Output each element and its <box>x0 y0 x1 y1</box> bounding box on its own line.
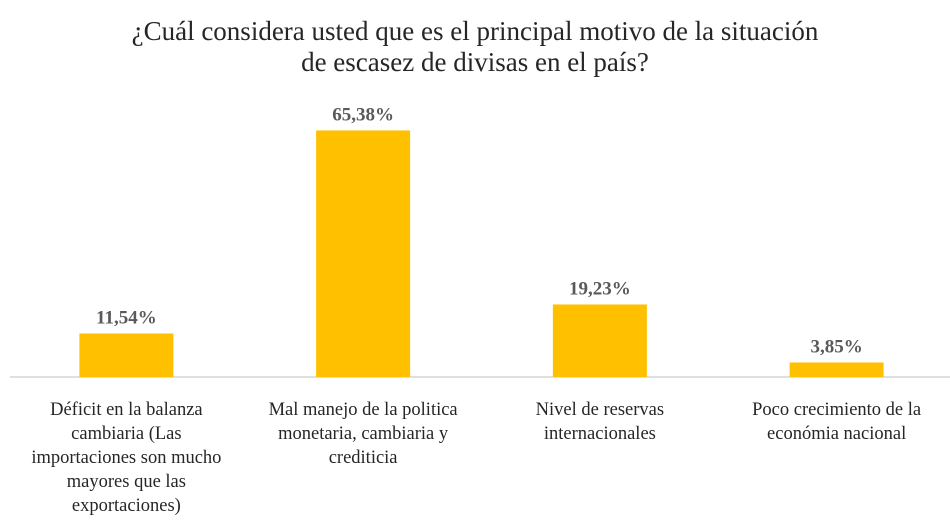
value-label: 19,23% <box>569 278 631 299</box>
bar <box>552 304 647 377</box>
x-tick-label: Poco crecimiento de la económia nacional <box>752 400 922 444</box>
bar <box>789 362 884 377</box>
x-tick-label: Nivel de reservas internacionales <box>535 400 665 444</box>
value-label: 11,54% <box>96 307 157 328</box>
x-tick-label: Déficit en la balanza cambiaria (Las imp… <box>31 400 222 516</box>
value-label: 65,38% <box>332 104 394 125</box>
value-label: 3,85% <box>811 336 863 357</box>
x-tick-label: Mal manejo de la politica monetaria, cam… <box>268 400 458 468</box>
chart-title: ¿Cuál considera usted que es el principa… <box>131 16 819 77</box>
bar <box>79 333 174 377</box>
bar <box>316 130 411 377</box>
